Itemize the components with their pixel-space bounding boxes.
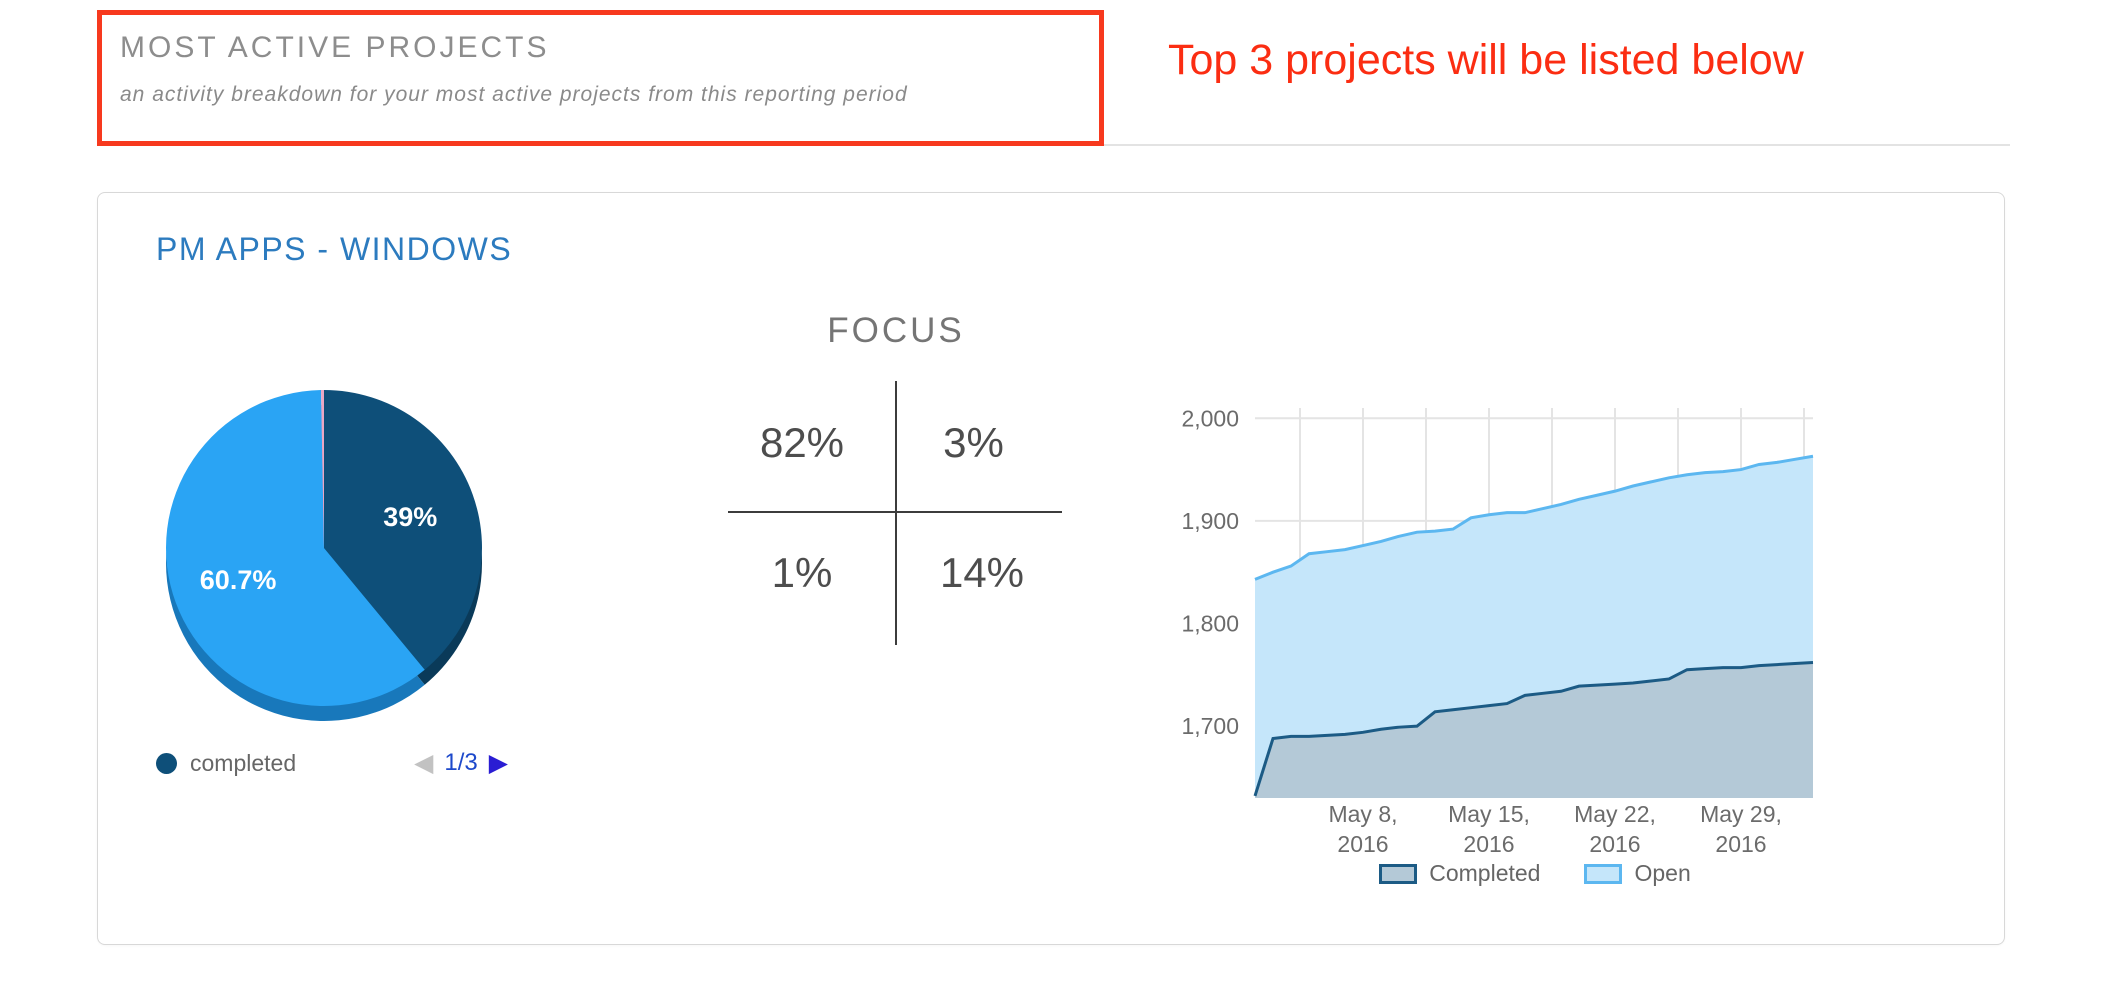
pie-pager: ◀ 1/3 ▶ xyxy=(414,749,508,777)
project-card: PM APPS - WINDOWS 39% 60.7% completed ◀ 1… xyxy=(97,192,2005,945)
annotation-box: MOST ACTIVE PROJECTS an activity breakdo… xyxy=(97,10,1104,146)
pie-legend-item-completed: completed xyxy=(156,750,296,777)
focus-value-top-right: 3% xyxy=(943,419,1004,466)
focus-value-top-left: 82% xyxy=(759,419,845,466)
focus-quadrant: FOCUS 82% 3% 1% 14% xyxy=(716,311,1076,691)
focus-title: FOCUS xyxy=(827,311,965,350)
svg-text:2,000: 2,000 xyxy=(1181,405,1239,431)
focus-horizontal-axis xyxy=(728,511,1062,513)
svg-text:1,900: 1,900 xyxy=(1181,508,1239,534)
area-chart-legend: Completed Open xyxy=(1155,860,1915,887)
svg-text:60.7%: 60.7% xyxy=(200,565,277,595)
svg-text:May 29,2016: May 29, 2016 xyxy=(1700,801,1782,857)
legend-label-open: Open xyxy=(1634,860,1691,886)
focus-vertical-axis xyxy=(895,381,897,645)
pie-legend-row: completed ◀ 1/3 ▶ xyxy=(156,741,508,785)
legend-item-completed: Completed xyxy=(1379,860,1540,887)
legend-item-open: Open xyxy=(1584,860,1691,887)
pie-legend-label: completed xyxy=(190,749,297,776)
svg-text:1,800: 1,800 xyxy=(1181,611,1239,637)
prev-arrow-icon[interactable]: ◀ xyxy=(414,748,434,777)
svg-text:May 8,2016: May 8, 2016 xyxy=(1328,801,1397,857)
pager-page-indicator: 1/3 xyxy=(444,749,478,776)
pie-chart: 39% 60.7% xyxy=(148,378,508,738)
legend-label-completed: Completed xyxy=(1429,860,1541,886)
section-subtitle: an activity breakdown for your most acti… xyxy=(120,83,908,106)
project-title-link[interactable]: PM APPS - WINDOWS xyxy=(156,231,513,267)
svg-text:May 22,2016: May 22, 2016 xyxy=(1574,801,1656,857)
open-swatch-icon xyxy=(1584,863,1623,884)
area-chart: 1,700 1,800 1,900 2,000 May 8, 2016 May 15, 201… xyxy=(1151,398,1911,938)
completed-swatch-icon xyxy=(1379,863,1418,884)
focus-value-bottom-left: 1% xyxy=(771,549,833,596)
svg-text:May 15,2016: May 15, 2016 xyxy=(1448,801,1530,857)
pie-chart-svg: 39% 60.7% xyxy=(166,390,482,721)
annotation-note: Top 3 projects will be listed below xyxy=(1168,36,1804,84)
svg-text:1,700: 1,700 xyxy=(1181,713,1239,739)
completed-dot-icon xyxy=(156,752,177,774)
focus-value-bottom-right: 14% xyxy=(939,549,1025,596)
svg-text:39%: 39% xyxy=(383,502,437,532)
next-arrow-icon[interactable]: ▶ xyxy=(488,748,508,777)
area-chart-svg: 1,700 1,800 1,900 2,000 May 8, 2016 May 15, 201… xyxy=(1181,405,1814,857)
section-title: MOST ACTIVE PROJECTS xyxy=(120,31,550,64)
